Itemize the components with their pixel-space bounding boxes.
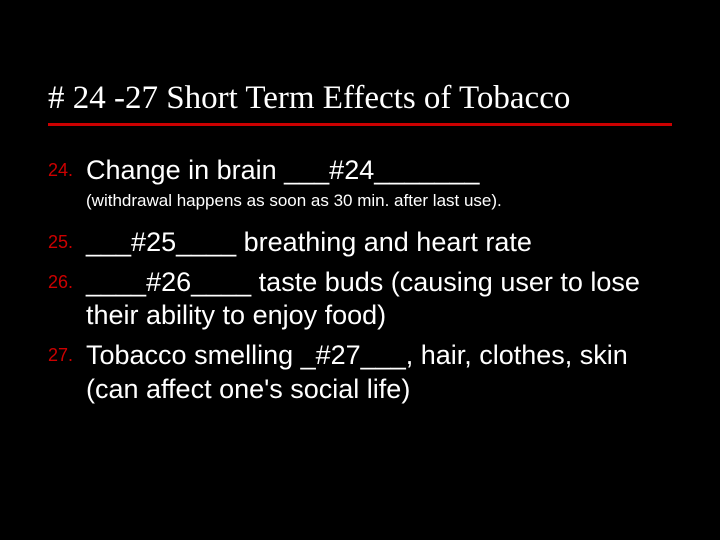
item-text: Change in brain ___#24_______ xyxy=(86,155,479,185)
list-item: 24. Change in brain ___#24_______ (withd… xyxy=(48,154,672,212)
item-content: ____#26____ taste buds (causing user to … xyxy=(86,266,672,334)
numbered-list: 24. Change in brain ___#24_______ (withd… xyxy=(48,154,672,407)
item-number: 25. xyxy=(48,226,86,253)
item-number: 26. xyxy=(48,266,86,293)
list-item: 25. ___#25____ breathing and heart rate xyxy=(48,226,672,260)
list-item: 27. Tobacco smelling _#27___, hair, clot… xyxy=(48,339,672,407)
item-number: 24. xyxy=(48,154,86,181)
slide: # 24 -27 Short Term Effects of Tobacco 2… xyxy=(0,0,720,540)
item-content: Change in brain ___#24_______ (withdrawa… xyxy=(86,154,672,212)
item-subtext: (withdrawal happens as soon as 30 min. a… xyxy=(86,190,672,212)
list-item: 26. ____#26____ taste buds (causing user… xyxy=(48,266,672,334)
item-content: Tobacco smelling _#27___, hair, clothes,… xyxy=(86,339,672,407)
item-number: 27. xyxy=(48,339,86,366)
slide-title: # 24 -27 Short Term Effects of Tobacco xyxy=(48,80,672,126)
item-content: ___#25____ breathing and heart rate xyxy=(86,226,672,260)
